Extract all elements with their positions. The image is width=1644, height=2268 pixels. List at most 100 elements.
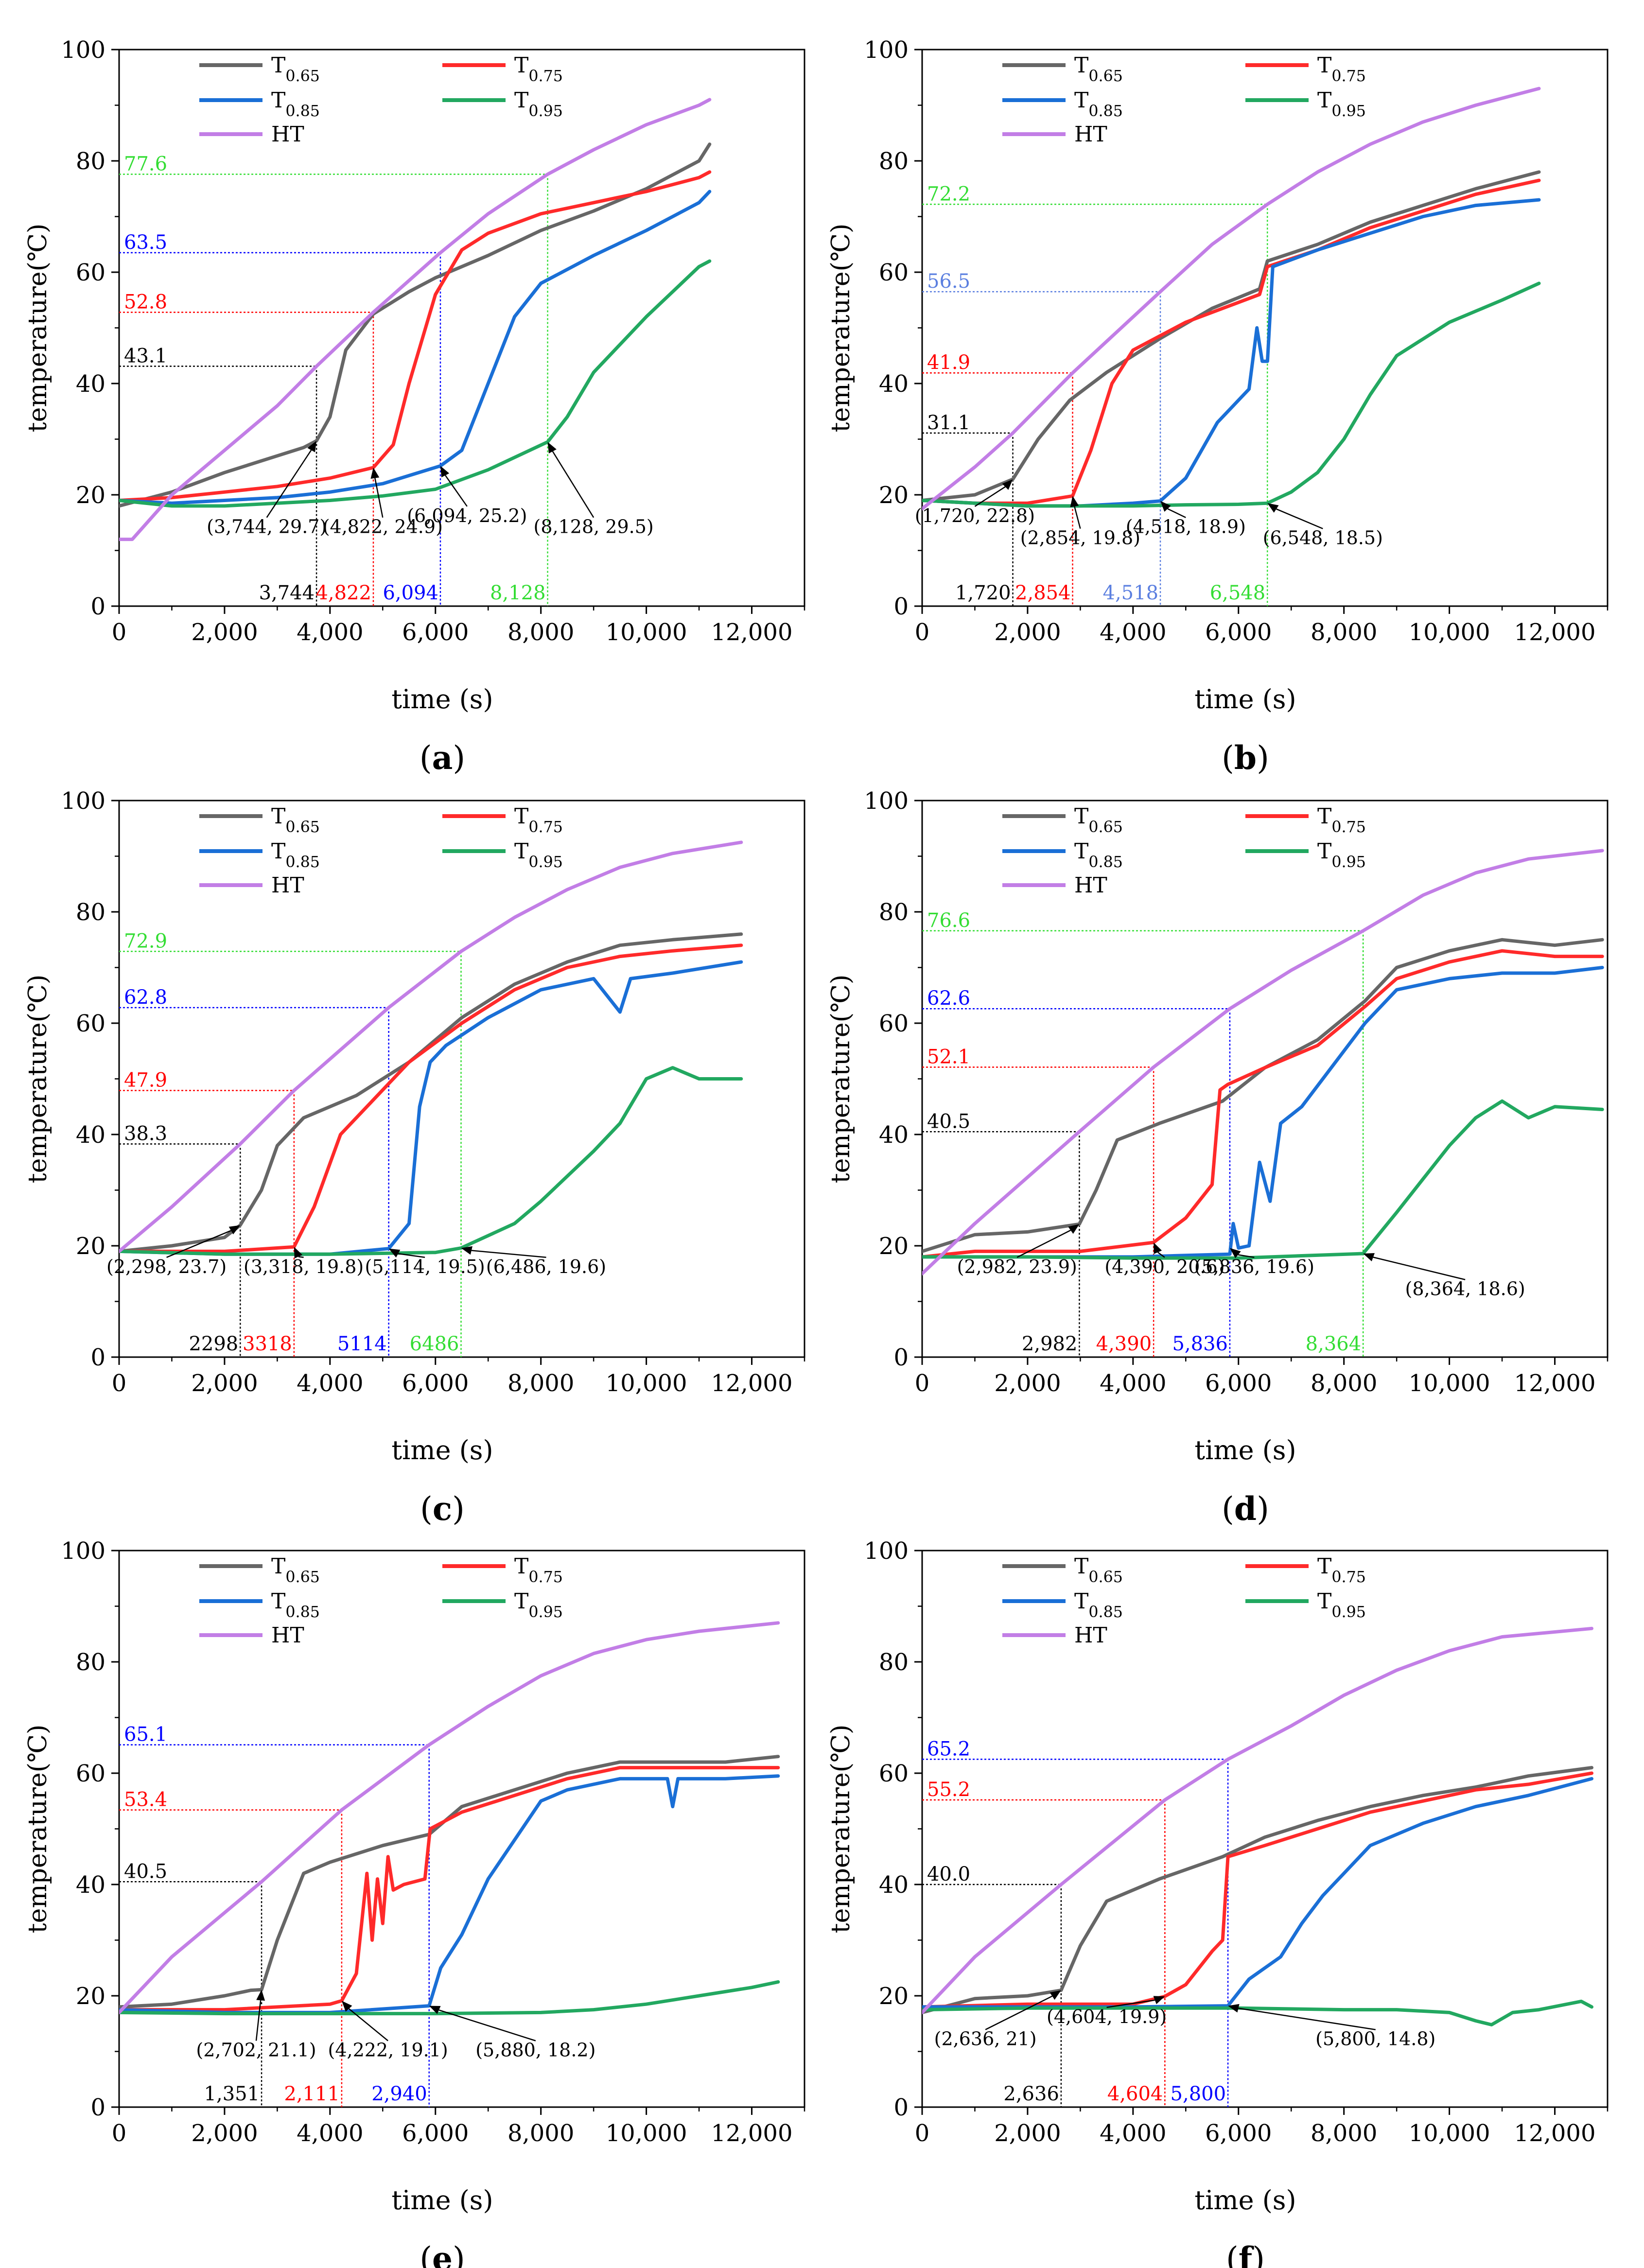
panel-label-open: ( (420, 739, 432, 777)
y-axis-label: temperature(℃) (23, 224, 52, 433)
legend-label-T075-sub: 0.75 (528, 1569, 563, 1586)
panel-label-open: ( (420, 2240, 432, 2268)
legend-label-T095-base: T (1317, 839, 1331, 864)
y-tick-label: 80 (76, 899, 105, 926)
y-tick-label: 0 (90, 1344, 105, 1371)
legend-label-T065-sub: 0.65 (1088, 68, 1123, 85)
x-tick-label: 10,000 (1409, 619, 1490, 646)
panel-label-close: ) (453, 2240, 465, 2268)
annotation-arrow-head (1363, 1253, 1375, 1261)
x-tick-label: 4,000 (297, 619, 363, 646)
y-tick-label: 40 (879, 370, 909, 398)
series-line-HT (922, 1626, 1593, 2014)
x-tick-label: 0 (112, 2120, 127, 2147)
legend-label-T075-base: T (1317, 1554, 1331, 1579)
ref-y-label: 47.9 (124, 1069, 167, 1092)
x-tick-label: 6,000 (1205, 1370, 1272, 1397)
legend-label-T085-sub: 0.85 (1088, 1604, 1123, 1621)
annotations: (3,744, 29.7)(4,822, 24.9)(6,094, 25.2) (… (207, 440, 654, 538)
legend-label-T065-base: T (1074, 1554, 1088, 1579)
annotation-arrow-line (298, 1256, 304, 1258)
annotation-arrow-line (166, 1230, 231, 1258)
annotation-label: (2,982, 23.9) (957, 1256, 1077, 1277)
x-tick-label: 2,000 (994, 619, 1061, 646)
y-tick-label: 80 (879, 148, 909, 175)
annotation-label: (6,548, 18.5) (1263, 527, 1383, 549)
y-tick-label: 40 (879, 1871, 909, 1899)
panel-label-close: ) (453, 739, 465, 777)
x-tick-label: 8,000 (1311, 2120, 1377, 2147)
ref-y-label: 56.5 (927, 270, 970, 293)
ref-x-label: 1,351 (204, 2083, 260, 2105)
annotation-arrow-line (1106, 1999, 1155, 2008)
legend-label-T085-base: T (271, 839, 285, 864)
y-tick-label: 100 (61, 36, 105, 64)
annotation-label: (1,720, 22.8) (915, 505, 1035, 526)
series-line-T085 (119, 190, 712, 505)
legend-label-HT: HT (271, 1623, 304, 1648)
panel-label-letter: d (1234, 1490, 1257, 1528)
annotation-arrow-line (471, 1250, 546, 1258)
x-tick-label: 12,000 (1514, 619, 1596, 646)
annotation-arrow-head (1002, 479, 1013, 490)
y-tick-label: 60 (76, 259, 105, 286)
x-tick-label: 0 (915, 2120, 930, 2147)
ref-x-label: 5,836 (1172, 1333, 1228, 1355)
series-line-T095 (922, 281, 1541, 508)
legend-label-T075: T0.75 (514, 53, 563, 85)
legend-label-T085: T0.85 (271, 88, 320, 120)
legend-label-T085-sub: 0.85 (285, 854, 320, 871)
annotation-label: (4,604, 19.9) (1047, 2006, 1167, 2027)
y-tick-label: 0 (90, 2094, 105, 2121)
panel-label: (c) (420, 1490, 465, 1528)
panel-a: 0 20 40 60 80 100 0 2,000 4,000 6,000 8,000 10,000 1… (23, 36, 805, 777)
series-line-T075 (119, 1766, 780, 2012)
legend-label-T065-base: T (271, 53, 285, 78)
legend-label-T065: T0.65 (1074, 1554, 1123, 1586)
annotation-arrow-line (1238, 1254, 1255, 1258)
annotation-arrow-head (1049, 1990, 1061, 2000)
x-axis-label: time (s) (1194, 2185, 1296, 2216)
series-line-HT (119, 98, 712, 541)
series-line-T095 (922, 1099, 1604, 1260)
x-tick-label: 12,000 (711, 2120, 793, 2147)
y-tick-label: 20 (76, 1233, 105, 1260)
x-tick-label: 4,000 (1100, 1370, 1166, 1397)
ref-y-label: 55.2 (927, 1779, 970, 1801)
series-lines (119, 98, 712, 541)
legend-label-T065: T0.65 (1074, 53, 1123, 85)
legend-label-T085: T0.85 (1074, 839, 1123, 871)
legend-label-T065: T0.65 (271, 804, 320, 836)
y-tick-label: 100 (864, 787, 909, 815)
legend-label-T095-sub: 0.95 (1331, 854, 1366, 871)
panel-f: 0 20 40 60 80 100 0 2,000 4,000 6,000 8,000 10,000 1… (826, 1537, 1609, 2268)
ref-y-label: 40.5 (927, 1110, 970, 1133)
annotation-arrow-head (294, 1247, 303, 1259)
legend-label-T085-base: T (1074, 88, 1088, 113)
legend-label-T095-base: T (514, 88, 528, 113)
x-tick-label: 12,000 (1514, 2120, 1596, 2147)
legend-label-T085: T0.85 (271, 1589, 320, 1621)
legend-label-HT-base: HT (271, 122, 304, 147)
x-tick-label: 8,000 (1311, 619, 1377, 646)
series-line-T075 (119, 170, 712, 502)
annotation-arrow-line (985, 1995, 1053, 2030)
panels: 0 20 40 60 80 100 0 2,000 4,000 6,000 8,000 10,000 1… (23, 36, 1609, 2268)
annotation-label: (3,318, 19.8) (244, 1256, 364, 1277)
ref-y-label: 72.9 (124, 930, 167, 952)
legend-label-HT: HT (271, 122, 304, 147)
y-axis-label: temperature(℃) (826, 224, 856, 433)
legend-label-T065: T0.65 (271, 53, 320, 85)
annotation-label: (2,636, 21) (934, 2028, 1037, 2050)
ref-y-label: 77.6 (124, 153, 167, 175)
x-tick-label: 10,000 (606, 1370, 687, 1397)
annotation-label: (3,744, 29.7) (207, 516, 327, 538)
annotation-label: (4,518, 18.9) (1126, 516, 1246, 538)
series-lines (119, 1621, 780, 2016)
y-axis-label: temperature(℃) (826, 975, 856, 1184)
legend-label-T085-base: T (271, 88, 285, 113)
legend-label-T065-base: T (1074, 53, 1088, 78)
